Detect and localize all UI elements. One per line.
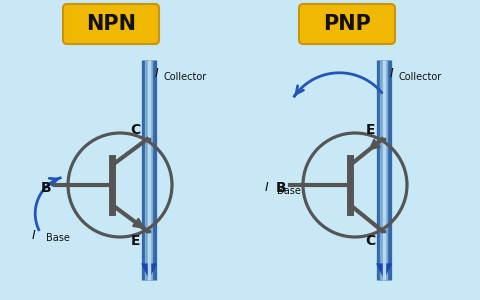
Text: $I$: $I$ [32, 229, 37, 242]
Text: B: B [41, 181, 51, 195]
Text: $I$: $I$ [389, 67, 395, 80]
FancyBboxPatch shape [63, 4, 159, 44]
Text: $I$: $I$ [264, 181, 269, 194]
Text: Collector: Collector [398, 72, 441, 82]
Text: Collector: Collector [163, 72, 206, 82]
Text: Base: Base [277, 186, 301, 196]
Text: E: E [131, 234, 140, 248]
FancyBboxPatch shape [299, 4, 395, 44]
Text: Base: Base [46, 233, 70, 243]
Text: B: B [276, 181, 287, 195]
Text: C: C [365, 234, 376, 248]
Text: C: C [131, 123, 141, 137]
Text: NPN: NPN [86, 14, 136, 34]
Text: $I$: $I$ [154, 67, 159, 80]
Text: PNP: PNP [323, 14, 371, 34]
Text: E: E [366, 123, 375, 137]
